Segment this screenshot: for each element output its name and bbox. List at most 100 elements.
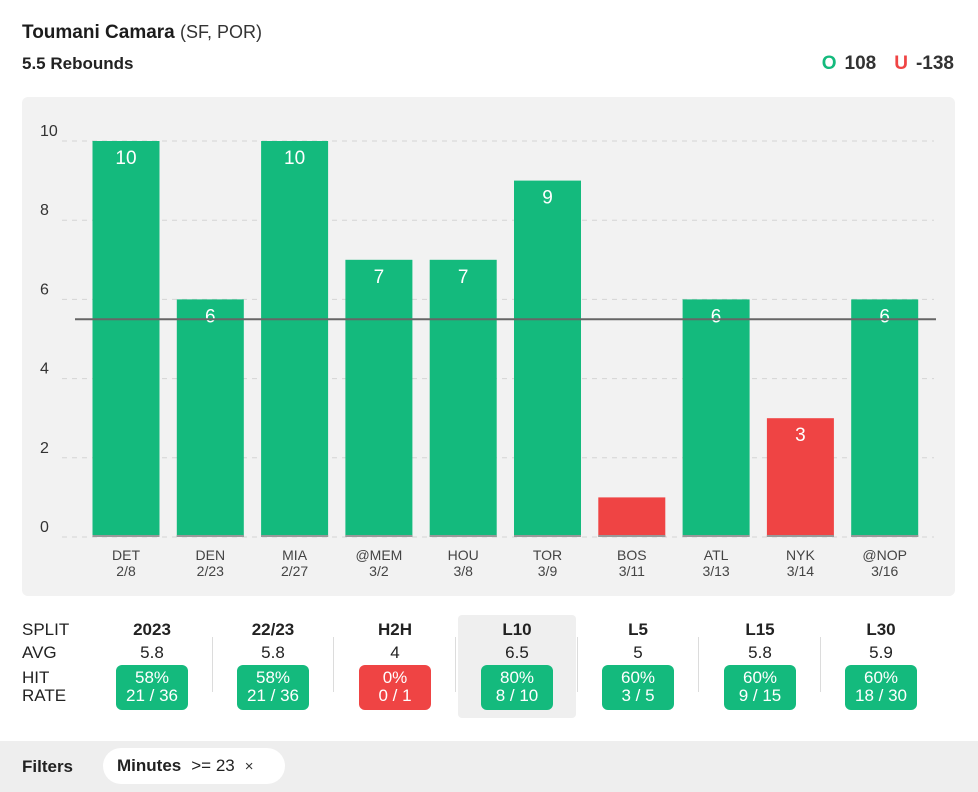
split-l15[interactable]: L15 5.8 60% 9 / 15 <box>701 615 819 718</box>
hit-rate-pct: 80% <box>499 668 535 687</box>
hit-rate-badge: 80% 8 / 10 <box>481 665 553 710</box>
minutes-filter-chip[interactable]: Minutes >= 23 × <box>103 748 285 784</box>
bar-atl[interactable] <box>682 299 750 537</box>
bar-baseline <box>766 535 834 537</box>
under-label: U <box>894 53 908 74</box>
x-tick-opponent: MIA <box>282 547 308 563</box>
split-name: 22/23 <box>251 620 295 639</box>
bar-baseline <box>92 535 160 537</box>
hit-row-label: HIT <box>22 668 50 687</box>
hit-rate-badge: 60% 18 / 30 <box>845 665 917 710</box>
x-tick-opponent: DET <box>112 547 140 563</box>
chip-value: >= 23 <box>191 756 235 775</box>
split-divider <box>212 637 213 692</box>
bar-baseline <box>598 535 666 537</box>
split-row-label: SPLIT <box>22 620 70 639</box>
split-avg: 5.9 <box>869 643 893 662</box>
hit-rate-badge: 58% 21 / 36 <box>116 665 188 710</box>
bar-at-mem[interactable] <box>345 259 413 537</box>
split-l30[interactable]: L30 5.9 60% 18 / 30 <box>822 615 940 718</box>
split-l10[interactable]: L10 6.5 80% 8 / 10 <box>458 615 576 718</box>
filters-label: Filters <box>22 757 74 776</box>
player-position-team: (SF, POR) <box>180 22 263 42</box>
hit-rate-badge: 0% 0 / 1 <box>359 665 431 710</box>
hit-rate-fraction: 8 / 10 <box>495 686 539 705</box>
hit-rate-fraction: 0 / 1 <box>378 686 412 705</box>
chip-name: Minutes <box>117 756 182 775</box>
bar-bos[interactable] <box>598 497 666 537</box>
bar-baseline <box>261 535 329 537</box>
bar-value-label: 7 <box>374 267 385 288</box>
split-avg: 5.8 <box>140 643 164 662</box>
x-tick-date: 3/13 <box>702 563 729 579</box>
x-tick-date: 2/23 <box>197 563 224 579</box>
split-divider <box>698 637 699 692</box>
x-tick-date: 3/14 <box>787 563 814 579</box>
avg-row-label: AVG <box>22 643 57 662</box>
bar-mia[interactable] <box>261 141 329 537</box>
x-tick-date: 3/8 <box>453 563 473 579</box>
split-avg: 5 <box>633 643 643 662</box>
split-avg: 6.5 <box>505 643 529 662</box>
x-tick-date: 3/16 <box>871 563 898 579</box>
bar-baseline <box>682 535 750 537</box>
rate-row-label: RATE <box>22 686 67 705</box>
player-name: Toumani Camara (SF, POR) <box>22 22 262 44</box>
chart-panel: 0 2 4 6 8 10 10 DET 2/8 6 DEN 2/23 10 MIA 2/27 7 @MEM 3/2… <box>22 97 955 596</box>
y-tick-label: 10 <box>40 123 58 140</box>
split-divider <box>333 637 334 692</box>
hit-rate-pct: 60% <box>742 668 778 687</box>
split-name: 2023 <box>133 620 171 639</box>
bar-value-label: 6 <box>879 306 890 327</box>
player-name-text: Toumani Camara <box>22 22 175 43</box>
bar-baseline <box>851 535 919 537</box>
split-name: L5 <box>628 620 648 639</box>
split-l5[interactable]: L5 5 60% 3 / 5 <box>579 615 697 718</box>
hit-rate-badge: 60% 3 / 5 <box>602 665 674 710</box>
hit-rate-fraction: 21 / 36 <box>126 686 178 705</box>
x-tick-opponent: @NOP <box>862 547 907 563</box>
hit-rate-pct: 58% <box>134 668 170 687</box>
x-tick-date: 3/9 <box>538 563 558 579</box>
over-odds[interactable]: O 108 <box>822 53 876 75</box>
hit-rate-pct: 60% <box>863 668 899 687</box>
filters-bar: Filters Minutes >= 23 × <box>0 741 978 792</box>
under-odds-value: -138 <box>915 53 954 74</box>
bar-baseline <box>176 535 244 537</box>
x-tick-date: 3/11 <box>619 563 645 579</box>
split-name: L10 <box>502 620 532 639</box>
split-2023[interactable]: 2023 5.8 58% 21 / 36 <box>93 615 211 718</box>
bar-value-label: 6 <box>711 306 722 327</box>
split-h2h[interactable]: H2H 4 0% 0 / 1 <box>336 615 454 718</box>
close-icon[interactable]: × <box>244 757 254 775</box>
x-tick-opponent: ATL <box>704 547 729 563</box>
over-odds-value: 108 <box>844 53 877 74</box>
hit-rate-badge: 60% 9 / 15 <box>724 665 796 710</box>
x-tick-date: 2/27 <box>281 563 308 579</box>
hit-rate-fraction: 21 / 36 <box>247 686 299 705</box>
under-odds[interactable]: U -138 <box>894 53 954 75</box>
bar-at-nop[interactable] <box>851 299 919 537</box>
bar-den[interactable] <box>176 299 244 537</box>
bar-baseline <box>429 535 497 537</box>
split-divider <box>820 637 821 692</box>
bar-value-label: 10 <box>115 148 136 169</box>
bar-hou[interactable] <box>429 259 497 537</box>
hit-rate-fraction: 3 / 5 <box>621 686 655 705</box>
bar-det[interactable] <box>92 141 160 537</box>
split-divider <box>455 637 456 692</box>
y-tick-label: 8 <box>40 202 49 219</box>
x-tick-date: 3/2 <box>369 563 389 579</box>
hit-rate-fraction: 18 / 30 <box>855 686 907 705</box>
hit-rate-badge: 58% 21 / 36 <box>237 665 309 710</box>
y-tick-label: 4 <box>40 361 49 378</box>
bar-nyk[interactable] <box>766 418 834 537</box>
over-label: O <box>821 53 837 74</box>
split-avg: 5.8 <box>261 643 285 662</box>
prop-line: 5.5 Rebounds <box>22 54 134 73</box>
split-22-23[interactable]: 22/23 5.8 58% 21 / 36 <box>214 615 332 718</box>
x-tick-opponent: BOS <box>617 547 647 563</box>
bar-tor[interactable] <box>514 180 581 537</box>
x-tick-opponent: DEN <box>196 547 226 563</box>
